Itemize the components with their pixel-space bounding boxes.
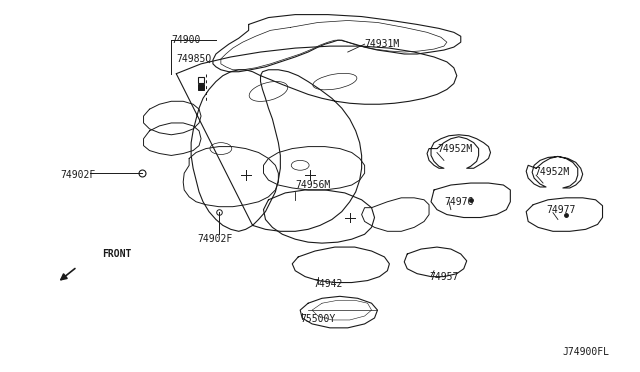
Text: 74900: 74900 xyxy=(172,35,201,45)
Text: 74902F: 74902F xyxy=(60,170,95,180)
Text: 74977: 74977 xyxy=(546,205,575,215)
Text: FRONT: FRONT xyxy=(102,249,131,259)
Text: J74900FL: J74900FL xyxy=(563,347,610,357)
Text: 74902F: 74902F xyxy=(197,234,232,244)
Text: 74952M: 74952M xyxy=(534,167,570,177)
Text: 74956M: 74956M xyxy=(295,180,330,190)
Text: 74985Q: 74985Q xyxy=(176,54,211,64)
Text: 74952M: 74952M xyxy=(437,144,472,154)
Text: 74931M: 74931M xyxy=(365,39,400,49)
Text: 74957: 74957 xyxy=(429,272,458,282)
Text: 74942: 74942 xyxy=(313,279,342,289)
Text: 74976: 74976 xyxy=(444,197,474,207)
Text: 75500Y: 75500Y xyxy=(300,314,335,324)
